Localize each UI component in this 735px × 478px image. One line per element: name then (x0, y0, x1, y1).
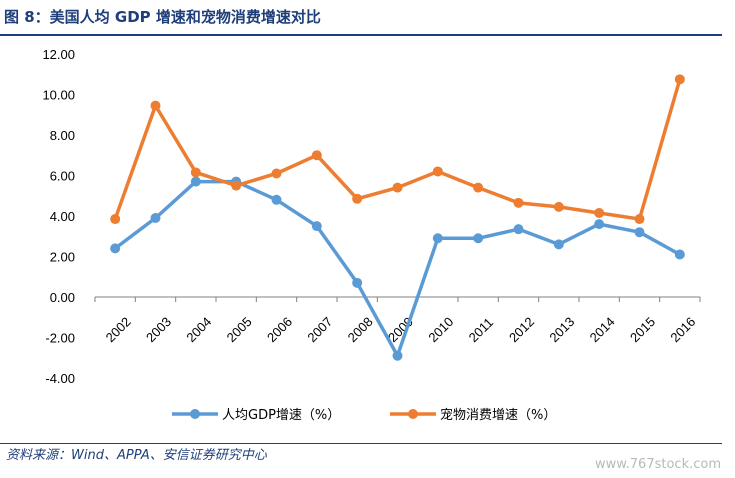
x-tick-label: 2012 (506, 314, 537, 345)
x-axis-ticks: 2002 2003 2004 2005 2006 2007 2008 2009 2010 2011… (94, 297, 701, 345)
data-point (473, 182, 484, 193)
data-point (634, 227, 645, 238)
legend-swatch-marker (190, 409, 200, 419)
figure-title: 图 8：美国人均 GDP 增速和宠物消费增速对比 (4, 8, 321, 26)
data-point (150, 100, 161, 111)
data-point (352, 277, 363, 288)
data-point (150, 213, 161, 224)
legend-swatch-marker (408, 409, 418, 419)
x-tick-label: 2004 (183, 314, 214, 345)
x-tick-label: 2011 (466, 315, 496, 345)
x-tick-label: 2002 (103, 314, 134, 345)
x-tick-label: 2003 (143, 314, 174, 345)
data-point (311, 150, 322, 161)
data-point (513, 224, 524, 235)
y-tick-label: 0.00 (50, 290, 75, 305)
data-point (190, 167, 201, 178)
data-point (352, 193, 363, 204)
data-point (513, 197, 524, 208)
data-point (190, 176, 201, 187)
data-point (674, 249, 685, 260)
data-point (634, 214, 645, 225)
x-tick-label: 2008 (345, 314, 376, 345)
data-point (271, 194, 282, 205)
data-point (553, 239, 564, 250)
data-point (110, 214, 121, 225)
y-axis-ticks: 12.00 10.00 8.00 6.00 4.00 2.00 0.00 -2.00 -4.00 (42, 47, 75, 386)
source-divider (0, 443, 722, 444)
x-tick-label: 2014 (587, 314, 618, 345)
x-tick-label: 2006 (264, 314, 295, 345)
data-point (392, 182, 403, 193)
legend: 人均GDP增速（%） 宠物消费增速（%） (172, 407, 556, 423)
y-tick-label: -4.00 (45, 371, 75, 386)
x-tick-label: 2005 (224, 314, 255, 345)
y-tick-label: 2.00 (50, 250, 75, 265)
data-point (392, 350, 403, 361)
legend-label: 宠物消费增速（%） (440, 407, 556, 423)
data-point (473, 233, 484, 244)
y-tick-label: 12.00 (42, 47, 75, 62)
data-point (271, 168, 282, 179)
y-tick-label: -2.00 (45, 331, 75, 346)
data-point (311, 221, 322, 232)
y-tick-label: 8.00 (50, 128, 75, 143)
data-point (674, 74, 685, 85)
legend-label: 人均GDP增速（%） (222, 408, 340, 423)
x-tick-label: 2013 (546, 314, 577, 345)
series-line-pet (113, 77, 682, 221)
data-point (432, 166, 443, 177)
data-point (553, 201, 564, 212)
data-point (231, 180, 242, 191)
x-tick-label: 2007 (304, 314, 335, 345)
series-layer (110, 74, 685, 361)
data-point (110, 243, 121, 254)
y-tick-label: 4.00 (50, 209, 75, 224)
title-divider (0, 34, 722, 36)
data-point (594, 219, 605, 230)
watermark: www.767stock.com (594, 457, 721, 472)
source-note: 资料来源：Wind、APPA、安信证券研究中心 (6, 448, 267, 463)
data-point (432, 233, 443, 244)
x-tick-label: 2015 (627, 314, 658, 345)
x-tick-label: 2016 (667, 314, 698, 345)
y-tick-label: 10.00 (42, 88, 75, 103)
y-tick-label: 6.00 (50, 169, 75, 184)
data-point (594, 207, 605, 218)
x-tick-label: 2010 (425, 314, 456, 345)
